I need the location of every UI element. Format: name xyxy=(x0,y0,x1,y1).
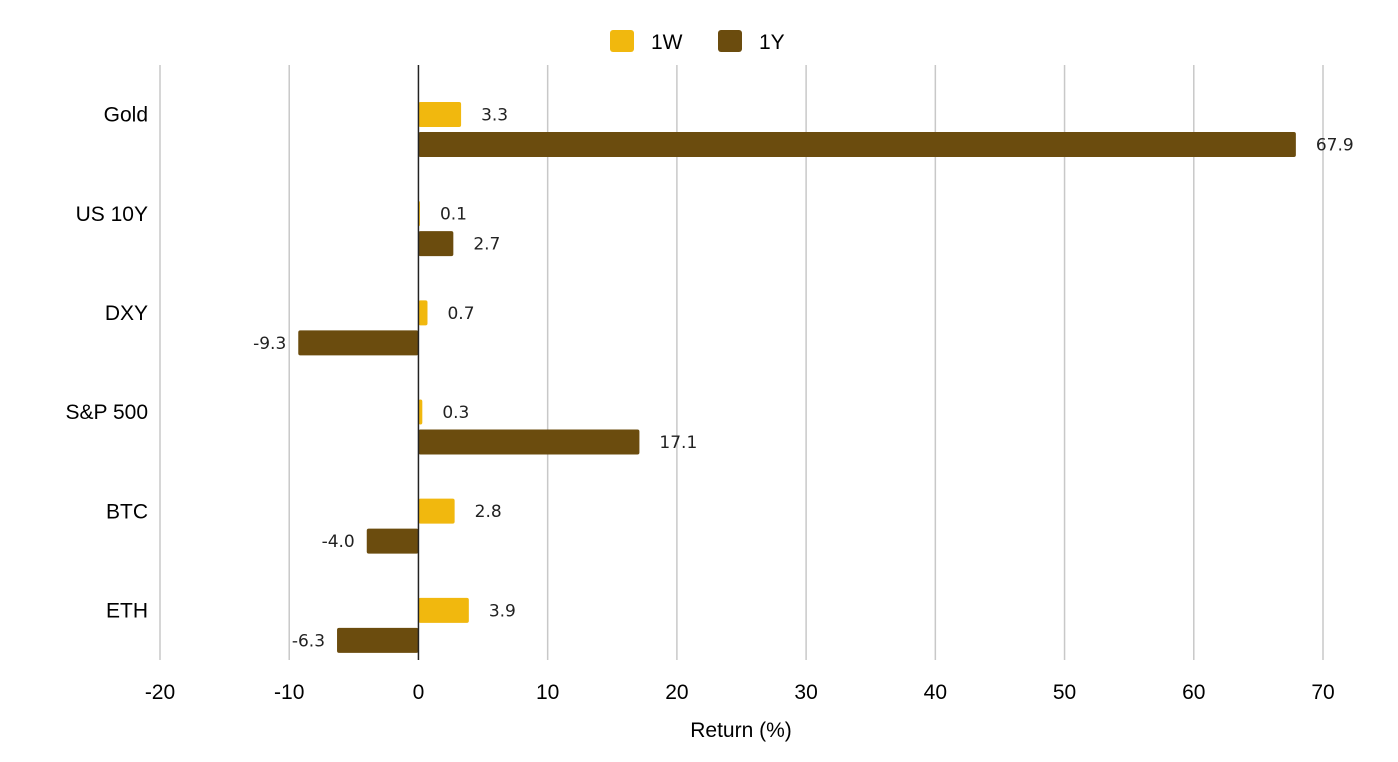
bar-1y-s-p-500 xyxy=(418,429,640,455)
legend-label: 1Y xyxy=(759,31,785,54)
category-label: S&P 500 xyxy=(65,401,148,424)
legend-swatch xyxy=(610,30,634,52)
x-tick-label: 70 xyxy=(1311,681,1334,704)
bar-1y-btc xyxy=(366,528,419,554)
data-label: 0.7 xyxy=(447,304,474,324)
x-tick-label: -20 xyxy=(145,681,175,704)
bar-1w-eth xyxy=(418,597,469,623)
data-label: -4.0 xyxy=(322,532,355,552)
bar-1w-dxy xyxy=(418,300,428,326)
data-label: 2.8 xyxy=(475,502,502,522)
data-label: 3.9 xyxy=(489,601,516,621)
data-label: -6.3 xyxy=(292,631,325,651)
legend-swatch xyxy=(718,30,742,52)
legend: 1W 1Y xyxy=(610,30,785,54)
data-label: 0.3 xyxy=(442,403,469,423)
category-label: Gold xyxy=(104,104,148,127)
data-label: 3.3 xyxy=(481,106,508,126)
x-tick-label: 20 xyxy=(665,681,688,704)
x-tick-label: 30 xyxy=(794,681,817,704)
x-tick-label: -10 xyxy=(274,681,304,704)
data-label: -9.3 xyxy=(253,334,286,354)
bar-1y-gold xyxy=(418,132,1296,157)
gridlines xyxy=(159,65,1324,660)
bar-1y-us-10y xyxy=(418,231,454,257)
data-label: 67.9 xyxy=(1316,136,1354,156)
bars xyxy=(298,102,1296,653)
category-label: US 10Y xyxy=(76,203,148,226)
bar-1w-s-p-500 xyxy=(418,399,423,425)
bar-1y-eth xyxy=(337,627,419,653)
data-label: 17.1 xyxy=(659,433,697,453)
data-label: 2.7 xyxy=(473,235,500,255)
legend-label: 1W xyxy=(651,31,683,54)
x-tick-label: 40 xyxy=(924,681,947,704)
bar-1y-dxy xyxy=(298,330,419,356)
bar-1w-gold xyxy=(418,102,462,127)
x-tick-label: 0 xyxy=(413,681,425,704)
data-label: 0.1 xyxy=(440,205,467,225)
category-label: BTC xyxy=(106,500,148,523)
x-tick-label: 10 xyxy=(536,681,559,704)
x-tick-label: 60 xyxy=(1182,681,1205,704)
data-labels: 3.3 67.9 0.1 2.7 0.7 -9.3 0.3 17.1 2.8 -4.0 3.9 -6.… xyxy=(253,106,1354,652)
category-labels: Gold US 10Y DXY S&P 500 BTC ETH xyxy=(65,104,148,623)
x-tick-labels: -20 -10 0 10 20 30 40 50 60 70 xyxy=(145,681,1335,704)
bar-1w-btc xyxy=(418,498,455,524)
x-tick-label: 50 xyxy=(1053,681,1076,704)
x-axis-title: Return (%) xyxy=(690,719,792,742)
category-label: DXY xyxy=(105,302,148,325)
category-label: ETH xyxy=(106,599,148,622)
